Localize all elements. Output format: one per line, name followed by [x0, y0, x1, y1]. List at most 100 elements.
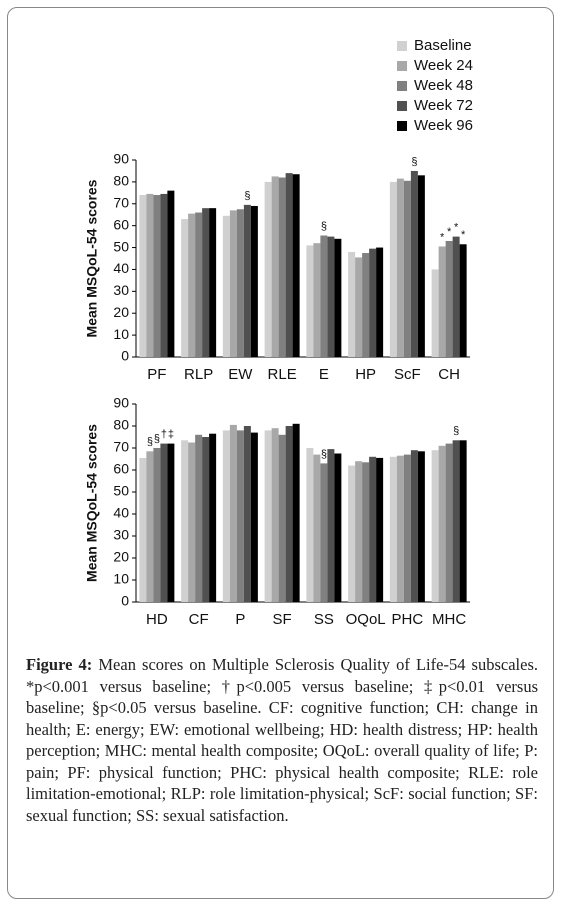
y-tick-label: 60	[113, 216, 129, 232]
bar	[334, 238, 342, 357]
bar	[376, 247, 384, 357]
bar	[285, 426, 293, 602]
significance-marker: §	[453, 425, 459, 437]
bar	[292, 423, 300, 602]
bar	[278, 434, 286, 602]
bar	[243, 204, 251, 357]
bar	[188, 213, 196, 357]
bar	[209, 433, 217, 602]
legend-swatch	[397, 121, 407, 131]
bar	[438, 445, 446, 602]
bar	[431, 450, 439, 602]
significance-marker: *	[461, 229, 466, 241]
bar	[459, 244, 467, 357]
bar	[222, 215, 230, 357]
significance-marker: †	[161, 429, 167, 441]
bar	[229, 424, 237, 602]
bar	[459, 440, 467, 602]
y-tick-label: 10	[113, 571, 129, 587]
bar	[146, 193, 154, 357]
bar	[250, 432, 258, 602]
bar	[271, 176, 279, 357]
bar	[285, 173, 293, 357]
x-tick-label: E	[319, 366, 329, 383]
bar	[153, 195, 161, 357]
bar	[264, 430, 272, 602]
bar	[355, 257, 363, 357]
y-tick-label: 0	[121, 593, 129, 609]
significance-marker: §	[154, 433, 160, 445]
bar	[195, 212, 203, 357]
legend-label: Week 24	[414, 57, 473, 74]
bar	[320, 463, 328, 602]
x-tick-label: SS	[314, 611, 334, 628]
bar	[292, 174, 300, 357]
bar	[167, 190, 175, 357]
bar	[376, 457, 384, 602]
bar	[362, 253, 370, 357]
bar	[243, 426, 251, 602]
bar	[389, 456, 397, 602]
bar	[139, 457, 147, 602]
y-tick-label: 90	[113, 151, 129, 167]
bar	[327, 236, 335, 357]
y-tick-label: 50	[113, 483, 129, 499]
bar	[410, 170, 418, 357]
bar	[410, 450, 418, 602]
x-tick-label: RLP	[184, 366, 213, 383]
bar	[445, 240, 453, 357]
bar	[369, 248, 377, 357]
significance-marker: *	[447, 226, 452, 238]
legend-swatch	[397, 81, 407, 91]
bar	[438, 246, 446, 357]
x-tick-label: MHC	[432, 611, 466, 628]
bar	[452, 440, 460, 602]
y-tick-label: 50	[113, 238, 129, 254]
bar	[195, 434, 203, 602]
x-tick-label: CF	[189, 611, 209, 628]
y-tick-label: 20	[113, 549, 129, 565]
x-tick-label: OQoL	[346, 611, 386, 628]
y-tick-label: 10	[113, 326, 129, 342]
significance-marker: §	[321, 448, 327, 460]
bar	[139, 195, 147, 357]
bar	[348, 465, 356, 602]
significance-marker: §	[321, 220, 327, 232]
y-tick-label: 30	[113, 282, 129, 298]
bar	[188, 442, 196, 602]
legend-label: Week 96	[414, 117, 473, 134]
y-tick-label: 40	[113, 260, 129, 276]
bar	[271, 428, 279, 602]
bar	[278, 177, 286, 357]
bar	[389, 181, 397, 357]
bar	[306, 245, 314, 357]
bar	[160, 193, 168, 357]
bar	[396, 178, 404, 357]
bar	[369, 456, 377, 602]
significance-marker: *	[454, 222, 459, 234]
caption-text: Mean scores on Multiple Sclerosis Qualit…	[26, 655, 538, 825]
significance-marker: ‡	[168, 429, 174, 441]
bar	[417, 451, 425, 602]
x-tick-label: PHC	[392, 611, 424, 628]
caption-label: Figure 4:	[26, 655, 93, 674]
charts: 0 10 20 30 40 50 60 70 80 90 Mean MSQoL-54 scores P…	[84, 37, 473, 628]
bar	[222, 430, 230, 602]
figure-frame	[7, 7, 554, 899]
bar	[362, 462, 370, 602]
x-tick-label: CH	[438, 366, 460, 383]
bar	[202, 208, 210, 357]
bar	[445, 443, 453, 602]
legend-swatch	[397, 61, 407, 71]
significance-marker: §	[411, 156, 417, 168]
bar	[202, 437, 210, 602]
bar	[334, 453, 342, 602]
bar	[355, 461, 363, 602]
significance-marker: §	[147, 436, 153, 448]
bar	[181, 219, 189, 357]
x-tick-label: HD	[146, 611, 168, 628]
y-tick-label: 60	[113, 461, 129, 477]
legend-label: Baseline	[414, 37, 472, 54]
bar	[403, 454, 411, 602]
y-tick-label: 30	[113, 527, 129, 543]
